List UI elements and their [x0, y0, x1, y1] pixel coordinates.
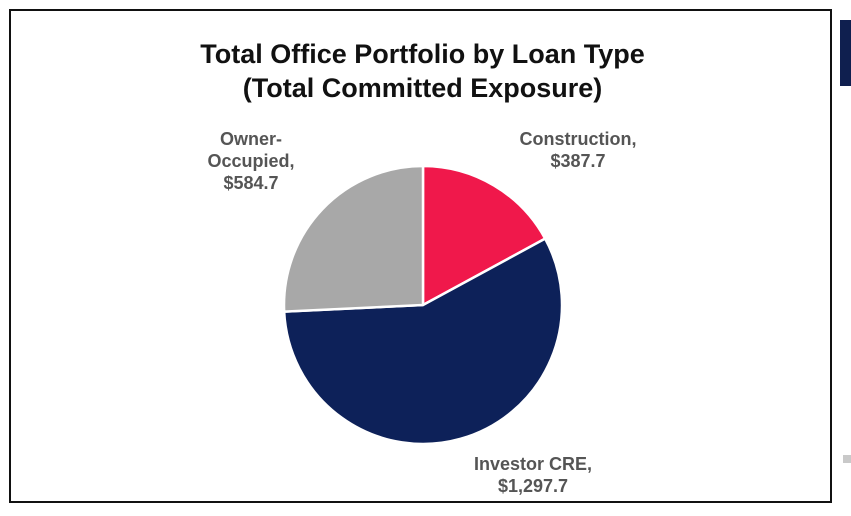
data-label-line: $584.7 [223, 173, 278, 193]
data-label-line: Investor CRE, [474, 454, 592, 474]
chart-title: Total Office Portfolio by Loan Type (Tot… [11, 37, 834, 105]
pie-slice-owner-occupied [282, 164, 425, 313]
data-label-construction: Construction, $387.7 [520, 129, 637, 171]
chart-subtitle: (Total Committed Exposure) [242, 73, 603, 103]
slide-edge-marker [843, 455, 851, 463]
pie-slice-construction [421, 164, 547, 307]
slide-edge-accent [840, 20, 851, 86]
data-label-line: Occupied, [207, 151, 294, 171]
data-label-line: Construction, [520, 129, 637, 149]
data-label-line: $387.7 [550, 151, 605, 171]
data-label-line: $1,297.7 [498, 476, 568, 496]
data-label-line: Owner- [220, 129, 282, 149]
pie-slice-investor-cre [282, 237, 564, 446]
chart-title-line-1: Total Office Portfolio by Loan Type [200, 39, 645, 69]
data-label-investor-cre: Investor CRE, $1,297.7 [474, 454, 592, 496]
data-label-owner-occupied: Owner-Occupied, $584.7 [207, 129, 294, 193]
